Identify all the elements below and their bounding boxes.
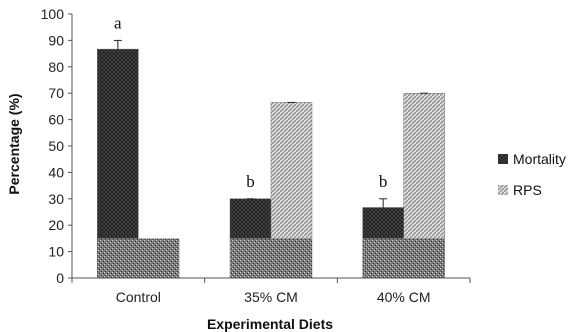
baseline-stipple — [230, 238, 312, 278]
y-axis-title: Percentage (%) — [6, 93, 22, 194]
significance-letter: a — [114, 13, 122, 32]
x-ticks-group: Control 35% CM 40% CM — [71, 278, 471, 305]
y-tick-label: 70 — [48, 85, 64, 101]
legend: Mortality RPS — [498, 151, 566, 198]
baseline-stipple — [97, 238, 180, 278]
x-tick-label: 40% CM — [377, 289, 431, 305]
y-tick-label: 20 — [48, 217, 64, 233]
y-tick-label: 40 — [48, 164, 64, 180]
y-tick-label: 90 — [48, 32, 64, 48]
y-tick-label: 50 — [48, 138, 64, 154]
y-ticks-group: 0 10 20 30 40 50 60 70 80 90 100 — [41, 6, 72, 286]
x-tick-label: 35% CM — [244, 289, 298, 305]
y-tick-label: 30 — [48, 191, 64, 207]
legend-swatch-rps — [498, 185, 508, 195]
legend-label-rps: RPS — [513, 182, 542, 198]
y-tick-label: 100 — [41, 6, 65, 22]
y-tick-label: 80 — [48, 59, 64, 75]
baseline-stipple — [362, 238, 445, 278]
x-tick-label: Control — [116, 289, 161, 305]
y-tick-label: 10 — [48, 244, 64, 260]
significance-letter: b — [246, 172, 255, 191]
x-axis-title: Experimental Diets — [207, 316, 333, 332]
legend-label-mortality: Mortality — [513, 151, 566, 167]
legend-swatch-mortality — [498, 154, 508, 164]
significance-letter: b — [379, 172, 388, 191]
y-tick-label: 0 — [56, 270, 64, 286]
significance-letters-group: a b b — [114, 13, 387, 190]
y-tick-label: 60 — [48, 112, 64, 128]
baseline-stipple-band — [97, 238, 445, 278]
error-bars-group — [113, 39, 429, 208]
